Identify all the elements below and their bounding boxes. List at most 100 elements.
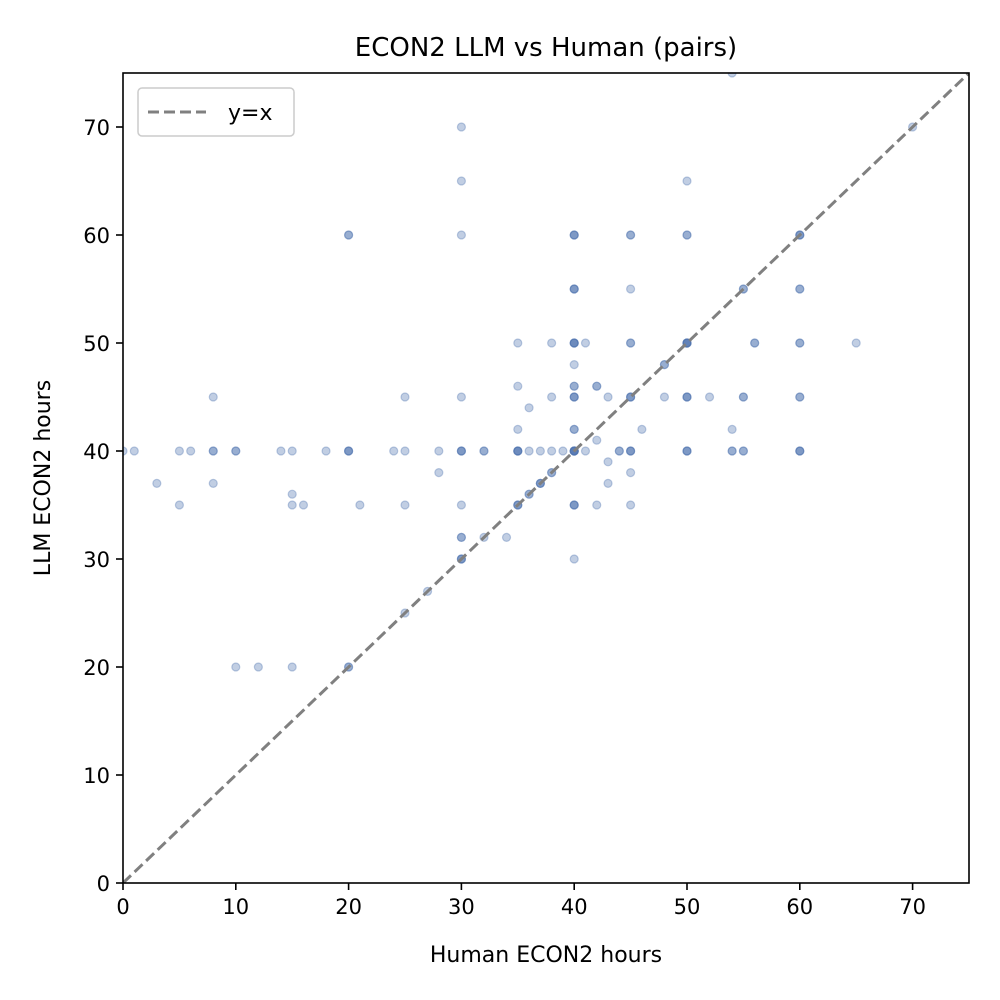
data-point bbox=[456, 230, 466, 240]
data-point bbox=[208, 446, 218, 456]
data-point bbox=[355, 500, 365, 510]
data-point bbox=[456, 392, 466, 402]
data-point bbox=[208, 446, 218, 456]
data-point bbox=[456, 532, 466, 543]
data-point bbox=[625, 446, 636, 456]
data-point bbox=[276, 446, 286, 456]
data-point bbox=[795, 446, 805, 456]
data-point bbox=[851, 338, 861, 348]
data-point bbox=[795, 284, 805, 294]
data-point bbox=[682, 446, 692, 456]
data-point bbox=[501, 532, 512, 543]
data-point bbox=[625, 284, 636, 294]
data-point bbox=[569, 381, 579, 391]
x-tick-label: 50 bbox=[674, 895, 701, 919]
data-point bbox=[456, 500, 466, 510]
legend-box bbox=[137, 87, 295, 137]
data-point bbox=[456, 176, 466, 186]
data-point bbox=[727, 424, 737, 434]
data-point bbox=[400, 446, 410, 456]
data-point bbox=[152, 478, 162, 488]
data-point bbox=[569, 392, 579, 402]
data-point bbox=[795, 338, 805, 348]
data-point bbox=[603, 392, 613, 402]
data-point bbox=[569, 392, 579, 402]
data-point bbox=[569, 360, 579, 370]
data-point bbox=[287, 446, 297, 456]
data-point bbox=[795, 446, 805, 456]
data-point bbox=[569, 500, 579, 510]
plot-frame bbox=[122, 72, 970, 884]
data-point bbox=[344, 230, 354, 240]
data-point bbox=[682, 230, 692, 240]
data-point bbox=[569, 424, 579, 434]
data-point bbox=[569, 230, 579, 240]
data-point bbox=[547, 338, 557, 348]
data-point bbox=[750, 338, 760, 348]
data-point bbox=[614, 446, 624, 456]
y-tick-label: 30 bbox=[83, 548, 110, 572]
data-point bbox=[625, 230, 636, 240]
y-tick-label: 0 bbox=[97, 872, 110, 896]
data-point bbox=[727, 446, 737, 456]
data-point bbox=[682, 392, 692, 402]
data-point bbox=[614, 446, 624, 456]
data-point bbox=[456, 122, 466, 132]
data-point bbox=[795, 284, 805, 294]
data-point bbox=[231, 662, 241, 672]
reference-line-layer bbox=[123, 73, 969, 883]
x-axis: 0 10 20 30 40 50 60 70 bbox=[116, 883, 926, 919]
legend: y=x bbox=[137, 87, 295, 137]
data-point bbox=[456, 446, 466, 456]
data-point bbox=[479, 446, 489, 456]
data-point bbox=[400, 392, 410, 402]
data-point bbox=[479, 446, 489, 456]
data-point bbox=[704, 392, 715, 402]
data-point bbox=[569, 424, 579, 434]
data-point bbox=[738, 446, 749, 456]
data-point bbox=[456, 446, 466, 456]
data-point bbox=[569, 284, 579, 294]
data-point bbox=[174, 446, 184, 456]
data-point bbox=[625, 338, 636, 348]
data-point bbox=[682, 392, 692, 402]
data-point bbox=[592, 381, 602, 391]
x-tick-label: 30 bbox=[448, 895, 475, 919]
data-point bbox=[569, 284, 579, 294]
data-point bbox=[344, 446, 354, 456]
data-point bbox=[513, 381, 523, 391]
data-point bbox=[569, 554, 579, 564]
data-point bbox=[625, 446, 636, 456]
data-point bbox=[287, 489, 297, 499]
data-point bbox=[434, 468, 444, 478]
data-point bbox=[174, 500, 184, 510]
data-point bbox=[513, 424, 523, 434]
data-point bbox=[603, 457, 613, 467]
data-point bbox=[524, 403, 534, 413]
data-point bbox=[344, 446, 354, 456]
data-point bbox=[569, 500, 579, 510]
data-point bbox=[253, 662, 263, 672]
points-layer bbox=[123, 73, 918, 672]
data-point bbox=[569, 230, 579, 240]
data-point bbox=[524, 446, 534, 456]
x-tick-label: 40 bbox=[561, 895, 588, 919]
x-tick-label: 20 bbox=[335, 895, 362, 919]
data-point bbox=[682, 446, 692, 456]
data-point bbox=[513, 446, 523, 456]
data-point bbox=[400, 500, 410, 510]
data-point bbox=[625, 446, 636, 456]
data-point bbox=[795, 392, 805, 402]
data-point bbox=[625, 338, 636, 348]
data-point bbox=[186, 446, 196, 456]
data-point bbox=[795, 392, 805, 402]
data-point bbox=[231, 446, 241, 456]
data-point bbox=[535, 446, 545, 456]
data-point bbox=[513, 338, 523, 348]
data-point bbox=[592, 500, 602, 510]
data-point bbox=[569, 381, 579, 391]
data-point bbox=[298, 500, 309, 510]
data-point bbox=[569, 338, 579, 348]
